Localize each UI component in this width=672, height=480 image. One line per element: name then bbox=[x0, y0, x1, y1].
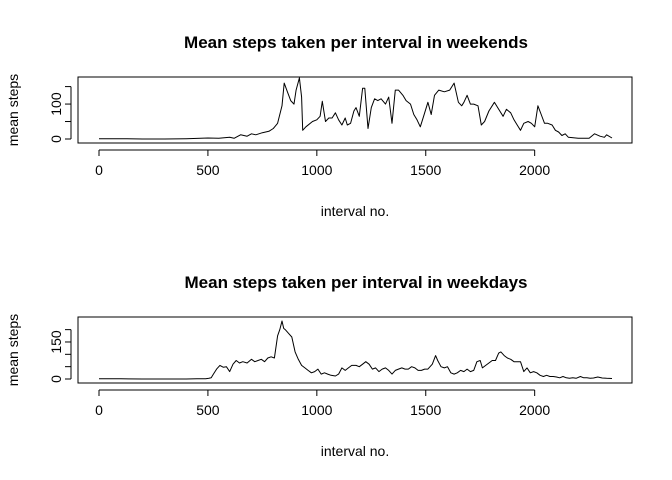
x-tick-label-weekdays: 500 bbox=[196, 402, 220, 418]
y-tick-label-weekdays: 0 bbox=[48, 375, 64, 383]
x-tick-label-weekdays: 2000 bbox=[519, 402, 550, 418]
x-tick-label-weekends: 1000 bbox=[301, 162, 332, 178]
series-line-weekdays bbox=[99, 320, 613, 380]
series-weekends bbox=[99, 77, 613, 140]
chart-title-weekdays: Mean steps taken per interval in weekday… bbox=[185, 273, 528, 292]
series-line-weekends bbox=[99, 77, 613, 140]
x-tick-label-weekdays: 1000 bbox=[301, 402, 332, 418]
x-tick-label-weekends: 1500 bbox=[410, 162, 441, 178]
x-tick-label-weekends: 0 bbox=[95, 162, 103, 178]
y-tick-label-weekdays: 150 bbox=[48, 330, 64, 354]
x-tick-label-weekends: 2000 bbox=[519, 162, 550, 178]
x-axis-label-weekdays: interval no. bbox=[321, 443, 389, 459]
y-axis-weekdays: 0 150 bbox=[48, 329, 72, 383]
x-axis-weekends: 0 500 1000 1500 2000 bbox=[95, 149, 550, 178]
x-tick-label-weekdays: 1500 bbox=[410, 402, 441, 418]
y-axis-weekends: 0 100 bbox=[48, 86, 72, 143]
x-axis-label-weekends: interval no. bbox=[321, 203, 389, 219]
x-tick-label-weekends: 500 bbox=[196, 162, 220, 178]
y-axis-label-weekends: mean steps bbox=[5, 74, 21, 146]
x-tick-label-weekdays: 0 bbox=[95, 402, 103, 418]
series-weekdays bbox=[99, 320, 613, 380]
panel-weekends: Mean steps taken per interval in weekend… bbox=[5, 33, 633, 219]
y-tick-label-weekends: 100 bbox=[48, 92, 64, 116]
y-tick-label-weekends: 0 bbox=[48, 135, 64, 143]
x-axis-weekdays: 0 500 1000 1500 2000 bbox=[95, 389, 550, 418]
panel-weekdays: Mean steps taken per interval in weekday… bbox=[5, 273, 633, 459]
plot-frame-weekdays bbox=[77, 316, 633, 384]
y-axis-label-weekdays: mean steps bbox=[5, 314, 21, 386]
plot-frame-weekends bbox=[77, 76, 633, 144]
chart-title-weekends: Mean steps taken per interval in weekend… bbox=[184, 33, 528, 52]
